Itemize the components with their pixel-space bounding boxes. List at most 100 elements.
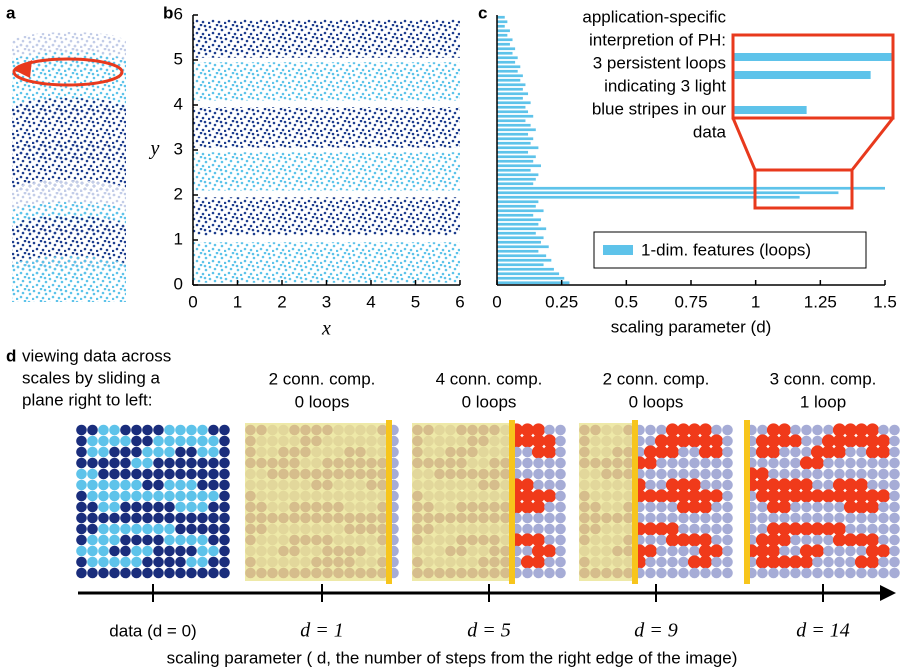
- pixel: [76, 545, 87, 557]
- pixel: [434, 556, 445, 568]
- pixel: [423, 556, 434, 568]
- x-axis-label: x: [321, 318, 331, 340]
- loop-bar: [497, 69, 518, 73]
- pixel: [500, 479, 511, 491]
- pixel: [197, 567, 208, 579]
- annotation: interpretion of PH:: [589, 30, 726, 49]
- loop-bar: [497, 60, 516, 64]
- pixel: [579, 556, 590, 568]
- pixel: [412, 490, 423, 502]
- pixel: [467, 457, 478, 469]
- x-tick-label: 4: [366, 292, 375, 311]
- pixel: [76, 446, 87, 458]
- pixel: [810, 522, 825, 536]
- point-stripe: [193, 242, 460, 283]
- loop-bar: [497, 56, 518, 60]
- pixel: [142, 479, 153, 491]
- pixel: [423, 479, 434, 491]
- pixel: [821, 445, 836, 459]
- pixel: [256, 457, 267, 469]
- pixel: [311, 545, 322, 557]
- pixel: [98, 567, 109, 579]
- pixel: [456, 501, 467, 513]
- pixel: [311, 567, 322, 579]
- pixel: [153, 534, 164, 546]
- pixel: [623, 512, 634, 524]
- pixel: [434, 545, 445, 557]
- pixel: [278, 567, 289, 579]
- pixel: [520, 423, 535, 437]
- pixel: [456, 545, 467, 557]
- pixel: [322, 479, 333, 491]
- pixel: [256, 479, 267, 491]
- loop-bar: [497, 155, 536, 159]
- pixel: [544, 468, 555, 480]
- loop-bar: [497, 24, 505, 28]
- annotation: indicating 3 light: [604, 76, 726, 95]
- pixel: [300, 512, 311, 524]
- pixel: [722, 534, 733, 546]
- pixel: [87, 457, 98, 469]
- pixel: [109, 523, 120, 535]
- pixel: [76, 534, 87, 546]
- pixel: [867, 479, 878, 491]
- pixel: [579, 479, 590, 491]
- pixel: [544, 424, 555, 436]
- pixel: [153, 523, 164, 535]
- pixel: [867, 468, 878, 480]
- pixel: [542, 445, 557, 459]
- pixel: [131, 501, 142, 513]
- pixel: [768, 512, 779, 524]
- pixel: [219, 512, 230, 524]
- pixel: [623, 567, 634, 579]
- loop-bar: [497, 168, 531, 172]
- pixel: [445, 446, 456, 458]
- pixel: [722, 424, 733, 436]
- pixel: [755, 467, 770, 481]
- pixel: [175, 424, 186, 436]
- x-tick-label: 1.5: [873, 292, 897, 311]
- pixel: [344, 446, 355, 458]
- pixel: [821, 522, 836, 536]
- cylinder-band-edge: [12, 256, 126, 276]
- loop-bar: [497, 272, 560, 276]
- pixel: [208, 468, 219, 480]
- pixel: [500, 523, 511, 535]
- pixel: [267, 534, 278, 546]
- pixel: [256, 534, 267, 546]
- annotation: 3 persistent loops: [593, 53, 726, 72]
- pixel: [766, 522, 781, 536]
- pixel: [689, 512, 700, 524]
- arrow-head: [14, 60, 32, 78]
- pixel: [456, 468, 467, 480]
- pixel: [219, 457, 230, 469]
- pixel: [98, 424, 109, 436]
- scale-tick-label: d = 5: [467, 620, 511, 642]
- scale-tick-label: d = 1: [300, 620, 344, 642]
- pixel: [219, 424, 230, 436]
- pixel: [867, 512, 878, 524]
- pixel: [643, 456, 658, 470]
- pixel: [777, 489, 792, 503]
- pixel: [856, 512, 867, 524]
- pixel: [445, 534, 456, 546]
- pixel: [434, 490, 445, 502]
- pixel: [678, 567, 689, 579]
- pixel: [579, 435, 590, 447]
- pixel: [520, 434, 535, 448]
- pixel: [355, 512, 366, 524]
- pixel: [698, 434, 713, 448]
- pixel: [311, 556, 322, 568]
- pixel: [590, 468, 601, 480]
- pixel: [434, 468, 445, 480]
- pixel: [300, 457, 311, 469]
- pixel: [120, 468, 131, 480]
- pixel: [711, 479, 722, 491]
- pixel: [579, 534, 590, 546]
- pixel: [722, 490, 733, 502]
- pixel: [467, 468, 478, 480]
- panel-label: a: [6, 3, 16, 22]
- pixel: [500, 501, 511, 513]
- pixel: [377, 457, 388, 469]
- pixel: [333, 523, 344, 535]
